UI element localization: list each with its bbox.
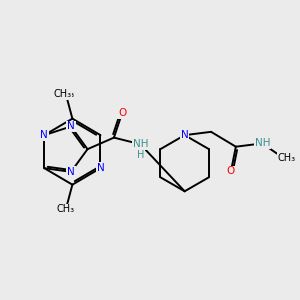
Text: CH₃: CH₃ xyxy=(57,204,75,214)
Text: H: H xyxy=(137,150,144,160)
Text: N: N xyxy=(40,130,48,140)
Text: CH₃: CH₃ xyxy=(53,89,71,99)
Text: N: N xyxy=(67,122,75,131)
Text: O: O xyxy=(227,167,235,176)
Text: CH₃: CH₃ xyxy=(57,89,75,99)
Text: NH: NH xyxy=(133,139,148,149)
Text: O: O xyxy=(118,108,126,118)
Text: CH₃: CH₃ xyxy=(278,153,296,163)
Text: N: N xyxy=(67,167,75,177)
Text: N: N xyxy=(181,130,188,140)
Text: NH: NH xyxy=(254,138,270,148)
Text: N: N xyxy=(97,163,104,173)
